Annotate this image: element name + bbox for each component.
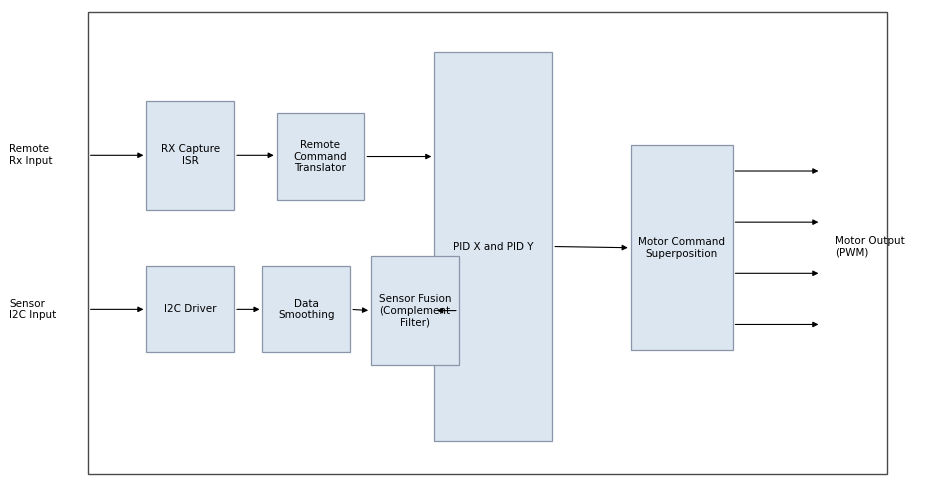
Bar	[146, 101, 234, 210]
Text: Sensor Fusion
(Complement
Filter): Sensor Fusion (Complement Filter)	[379, 294, 451, 327]
Bar	[371, 256, 459, 365]
Bar	[262, 266, 350, 352]
Text: Motor Output
(PWM): Motor Output (PWM)	[835, 236, 905, 257]
Bar	[631, 145, 733, 350]
Bar	[146, 266, 234, 352]
Text: Sensor
I2C Input: Sensor I2C Input	[9, 299, 57, 320]
Bar	[277, 113, 364, 200]
Text: I2C Driver: I2C Driver	[164, 304, 216, 315]
Text: Remote
Rx Input: Remote Rx Input	[9, 144, 53, 166]
Text: RX Capture
ISR: RX Capture ISR	[160, 144, 220, 166]
Text: Motor Command
Superposition: Motor Command Superposition	[638, 237, 725, 258]
Text: PID X and PID Y: PID X and PID Y	[453, 242, 533, 251]
Text: Data
Smoothing: Data Smoothing	[278, 299, 334, 320]
Bar	[88, 12, 887, 474]
Bar	[434, 52, 552, 441]
Text: Remote
Command
Translator: Remote Command Translator	[294, 140, 347, 173]
